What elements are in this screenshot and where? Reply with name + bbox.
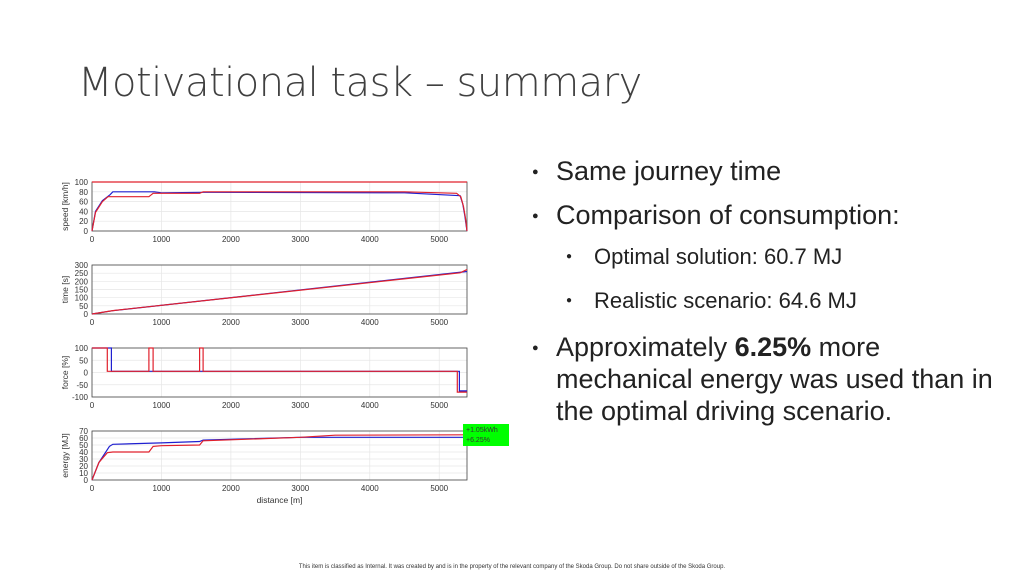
x-tick-label: 5000: [430, 318, 448, 327]
y-tick-label: 50: [79, 441, 88, 450]
series-line-2: [91, 269, 468, 315]
plot-frame: [91, 347, 468, 398]
series-line-2: [92, 347, 467, 393]
y-tick-label: 10: [79, 469, 88, 478]
y-axis-label: time [s]: [60, 276, 70, 303]
plot-frame: [91, 430, 468, 481]
x-tick-label: 5000: [430, 235, 448, 244]
y-tick-label: -50: [76, 381, 88, 390]
x-tick-label: 4000: [361, 484, 379, 493]
series-line-3: [91, 191, 468, 232]
y-tick-label: 50: [79, 302, 88, 311]
x-tick-label: 2000: [222, 318, 240, 327]
series-line-2: [91, 434, 468, 481]
y-tick-label: 60: [79, 434, 88, 443]
y-tick-label: 200: [75, 277, 89, 286]
y-tick-label: 0: [84, 369, 89, 378]
bullet-approximately: Approximately 6.25% more mechanical ener…: [528, 331, 998, 427]
x-tick-label: 0: [90, 318, 95, 327]
sub-bullet-optimal: Optimal solution: 60.7 MJ: [528, 243, 998, 271]
x-tick-label: 4000: [361, 235, 379, 244]
x-tick-label: 1000: [153, 318, 171, 327]
x-tick-label: 2000: [222, 401, 240, 410]
x-tick-label: 2000: [222, 484, 240, 493]
plot-frame: [91, 181, 468, 232]
sub-bullet-realistic: Realistic scenario: 64.6 MJ: [528, 287, 998, 315]
y-tick-label: -100: [72, 393, 89, 402]
y-tick-label: 30: [79, 455, 88, 464]
y-tick-label: 40: [79, 207, 88, 216]
approx-percentage: 6.25%: [734, 332, 812, 362]
y-tick-label: 100: [75, 294, 89, 303]
x-tick-label: 0: [90, 484, 95, 493]
x-tick-label: 0: [90, 235, 95, 244]
x-tick-label: 3000: [291, 235, 309, 244]
y-tick-label: 0: [84, 227, 89, 236]
x-tick-label: 0: [90, 401, 95, 410]
y-tick-label: 20: [79, 217, 88, 226]
y-tick-label: 20: [79, 462, 88, 471]
y-tick-label: 70: [79, 427, 88, 436]
x-tick-label: 1000: [153, 401, 171, 410]
y-tick-label: 100: [75, 344, 89, 353]
x-tick-label: 1000: [153, 484, 171, 493]
annotation-box: [463, 424, 509, 446]
approx-prefix: Approximately: [556, 332, 735, 362]
x-tick-label: 3000: [291, 401, 309, 410]
x-tick-label: 4000: [361, 318, 379, 327]
x-tick-label: 3000: [291, 318, 309, 327]
y-tick-label: 60: [79, 198, 88, 207]
plot-frame: [91, 264, 468, 315]
y-tick-label: 0: [84, 310, 89, 319]
annotation-kwh: +1.05kWh: [466, 427, 498, 434]
y-axis-label: energy [MJ]: [60, 433, 70, 477]
y-tick-label: 250: [75, 269, 89, 278]
footer-classification: This item is classified as Internal. It …: [298, 564, 726, 570]
x-tick-label: 3000: [291, 484, 309, 493]
x-tick-label: 5000: [430, 401, 448, 410]
y-tick-label: 100: [75, 178, 89, 187]
approx-suffix: more mechanical energy was used than in …: [556, 332, 993, 426]
bullet-comparison: Comparison of consumption:: [528, 199, 998, 232]
y-tick-label: 0: [84, 476, 89, 485]
y-tick-label: 150: [75, 286, 89, 295]
x-axis-label: distance [m]: [257, 495, 303, 505]
y-tick-label: 50: [79, 356, 88, 365]
bullet-list: Same journey time Comparison of consumpt…: [528, 155, 998, 439]
y-tick-label: 80: [79, 188, 88, 197]
y-tick-label: 300: [75, 261, 89, 270]
x-tick-label: 5000: [430, 484, 448, 493]
x-tick-label: 2000: [222, 235, 240, 244]
y-axis-label: force [%]: [60, 356, 70, 390]
x-tick-label: 4000: [361, 401, 379, 410]
annotation-percent: +6.25%: [466, 437, 490, 444]
slide-title: Motivational task – summary: [78, 60, 642, 106]
x-tick-label: 1000: [153, 235, 171, 244]
y-axis-label: speed [km/h]: [60, 182, 70, 231]
y-tick-label: 40: [79, 448, 88, 457]
bullet-same-time: Same journey time: [528, 155, 998, 188]
